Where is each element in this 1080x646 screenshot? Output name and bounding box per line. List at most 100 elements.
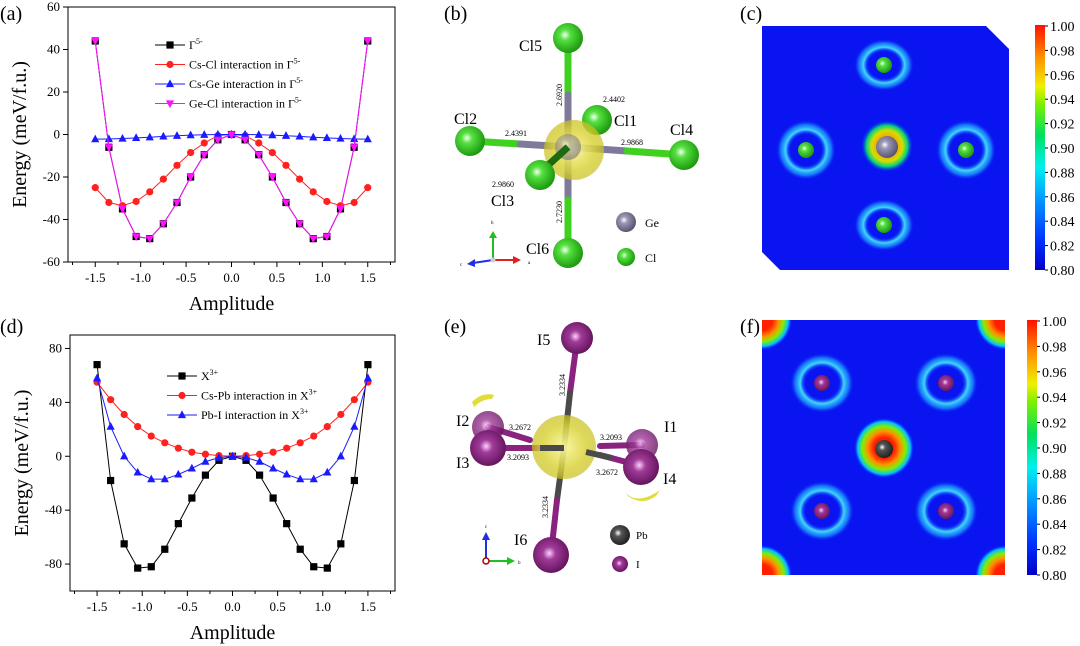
data-point [159,175,167,183]
data-point [107,396,115,404]
data-point [213,129,222,138]
data-point [337,540,345,548]
legend-label: Cs-Cl interaction in Γ5- [189,57,301,72]
data-point [174,444,182,452]
bond-length-3: 3.2093 [507,453,529,462]
data-point [241,129,250,138]
x-tick-label: -1.0 [132,599,153,614]
panel-label-f: (f) [740,316,760,338]
bond-length-6: 2.7230 [555,201,564,223]
y-tick-label: 80 [49,340,62,355]
data-point [350,476,358,485]
bond-length-4: 2.9868 [621,138,643,147]
structure-e: I5 I2 I3 I1 I4 I6 3.2334 3.2672 3.2093 3… [456,322,677,573]
data-point [91,184,99,192]
data-point [282,469,291,478]
data-point [323,423,331,431]
colorbar-tick-label: 0.96 [1042,366,1067,381]
colorbar-tick-label: 0.98 [1050,44,1075,59]
legend-label-superscript: 3+ [309,388,318,397]
atom-i5 [561,322,593,354]
data-point [132,197,140,206]
legend-label-text: Pb-I interaction in X [201,408,300,422]
data-point [363,373,373,382]
label-cl1: Cl1 [614,113,637,130]
panel-label-c: (c) [740,3,762,25]
data-point [283,444,291,452]
y-tick-label: 60 [47,0,60,14]
chart-a: -1.5 -1.0 -0.5 0.0 0.5 1.0 1.5 -60 -40 -20 0 20 40 60… [9,0,396,315]
x-tick-label: 0.5 [270,599,286,614]
colorbar-tick-label: 0.96 [1050,69,1075,84]
data-point [201,471,210,479]
atom-ge [876,136,898,158]
x-tick-label: 1.0 [314,270,330,285]
atom-i4 [623,449,659,485]
atom-cl2 [455,126,485,156]
x-tick-label: 1.5 [360,270,376,285]
bond-length-1: 2.4402 [603,95,625,104]
data-point [322,233,331,242]
legend-label: Ge-Cl interaction in Γ5- [189,96,302,111]
data-point [120,540,128,548]
legend-ge-label: Ge [645,216,659,230]
legend-label-text: Cs-Pb interaction in X [201,389,309,403]
x-tick-label: 0.0 [223,270,239,285]
data-point [105,198,113,207]
data-point [282,161,290,169]
data-point [118,205,127,214]
x-tick-label: 1.5 [360,599,376,614]
data-point [296,175,304,183]
elf-map-c: 1.00 0.98 0.96 0.94 0.92 0.90 0.88 0.86 0.84 0.82… [762,20,1075,279]
data-point [323,564,331,572]
label-i3: I3 [456,455,469,472]
legend-marker [177,410,187,419]
colorbar-tick-label: 0.94 [1050,93,1075,108]
data-point [201,450,210,458]
data-point [147,474,156,483]
legend-label: Cs-Ge interaction in Γ5- [189,76,303,91]
isosurface-fragment [625,490,660,501]
data-point [268,130,277,139]
atom-cl [876,217,892,233]
series-0: X3+ [93,361,372,572]
y-tick-label: -20 [43,169,60,184]
y-axis-label: Energy (meV/f.u.) [11,390,33,537]
data-point [147,563,155,571]
plot-frame [69,334,396,592]
label-cl4: Cl4 [670,122,693,139]
data-point [145,235,154,244]
y-tick-label: 0 [56,448,63,463]
panel-label-d: (d) [0,316,23,338]
axis-b-label: b [491,221,494,226]
data-point [364,361,372,369]
colorbar-tick-label: 0.80 [1050,264,1075,279]
data-point [309,132,318,141]
data-point [269,463,278,472]
data-point [255,450,264,458]
data-point [134,423,142,431]
chart-d: -1.5 -1.0 -0.5 0.0 0.5 1.0 1.5 -80 -40 0 40 80 Ampli… [11,334,396,644]
label-cl6: Cl6 [526,241,549,258]
x-tick-label: -0.5 [177,599,198,614]
label-cl5: Cl5 [519,38,542,55]
legend-label: Γ5- [189,37,203,52]
colorbar-tick-label: 1.00 [1050,20,1075,35]
legend-i-label: I [636,559,640,571]
data-point [255,471,264,479]
colorbar-tick-label: 0.86 [1042,493,1067,508]
series-line [94,133,369,207]
data-point [200,151,209,160]
x-axis-label: Amplitude [190,622,276,644]
axes-triad-b: b a c [460,221,531,268]
legend-label-text: Γ [189,38,196,52]
data-point [174,469,183,478]
colorbar-tick-label: 0.80 [1042,569,1067,584]
atom-i [814,375,830,391]
y-tick-label: -60 [43,254,60,269]
data-point [254,130,263,138]
colorbar-tick-label: 0.82 [1050,240,1075,255]
bond-length-1: 3.2093 [600,433,622,442]
data-point [310,563,318,571]
